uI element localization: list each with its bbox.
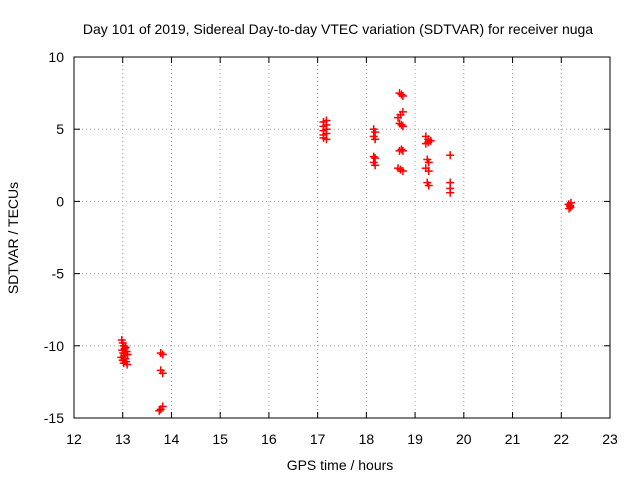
x-tick-label: 17 [310, 431, 326, 447]
data-point [424, 138, 433, 147]
grid-lines [74, 57, 610, 418]
x-tick-label: 22 [553, 431, 569, 447]
data-point [322, 135, 331, 144]
data-point [119, 359, 128, 368]
data-point [397, 145, 406, 154]
plot-frame [73, 56, 611, 419]
y-tick-label: -5 [52, 266, 65, 282]
data-point [565, 204, 574, 213]
y-tick-label: -15 [44, 410, 64, 426]
x-tick-labels: 12 13 14 15 16 17 18 19 20 21 22 23 [66, 431, 618, 447]
data-point [155, 406, 164, 415]
data-point [398, 146, 407, 155]
x-tick-label: 19 [407, 431, 423, 447]
y-axis-label: SDTVAR / TECUs [5, 182, 21, 294]
x-tick-label: 18 [359, 431, 375, 447]
y-tick-label: -10 [44, 338, 64, 354]
data-point [397, 120, 406, 129]
data-point [398, 122, 407, 131]
data-point [398, 107, 407, 116]
x-tick-label: 21 [505, 431, 521, 447]
data-point [446, 188, 455, 197]
y-tick-label: 10 [48, 49, 64, 65]
data-point [397, 90, 406, 99]
data-point [158, 402, 167, 411]
data-point [371, 128, 380, 137]
chart-title: Day 101 of 2019, Sidereal Day-to-day VTE… [83, 21, 593, 37]
data-point [371, 135, 380, 144]
x-tick-label: 14 [164, 431, 180, 447]
axis-ticks [73, 56, 611, 419]
data-point [398, 167, 407, 176]
data-point [424, 158, 433, 167]
data-point [446, 151, 455, 160]
x-tick-label: 12 [66, 431, 82, 447]
data-point [371, 161, 380, 170]
x-tick-label: 15 [212, 431, 228, 447]
data-point [566, 203, 575, 212]
data-point [158, 350, 167, 359]
x-tick-label: 16 [261, 431, 277, 447]
x-tick-label: 23 [602, 431, 618, 447]
y-tick-label: 5 [56, 121, 64, 137]
data-point [156, 349, 165, 358]
x-axis-label: GPS time / hours [287, 457, 394, 473]
data-point [424, 167, 433, 176]
data-point [158, 369, 167, 378]
data-point [371, 154, 380, 163]
data-point [398, 91, 407, 100]
data-point [424, 181, 433, 190]
x-tick-label: 20 [456, 431, 472, 447]
y-tick-label: 0 [56, 193, 64, 209]
y-tick-labels: -15 -10 -5 0 5 10 [44, 49, 64, 426]
data-points [117, 89, 576, 415]
x-tick-label: 13 [115, 431, 131, 447]
